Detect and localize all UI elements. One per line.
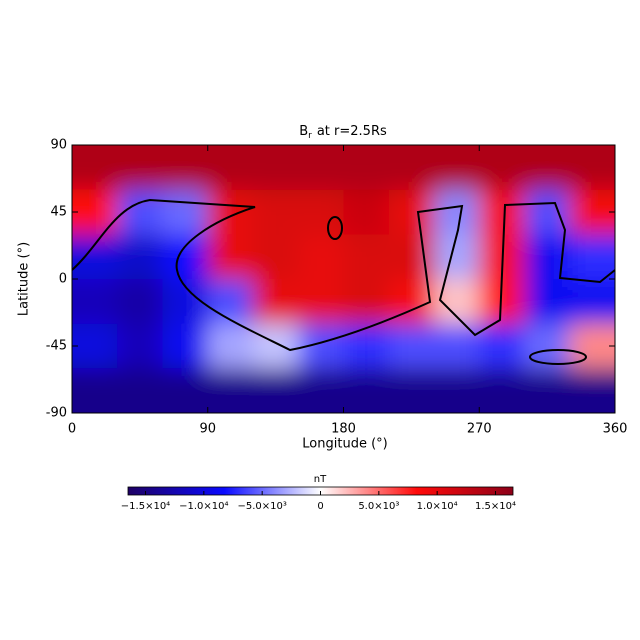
contours [72, 198, 615, 365]
heat-cell [253, 189, 299, 235]
heat-cell [479, 145, 525, 191]
x-tick-label: 90 [199, 422, 216, 437]
y-axis-label: Latitude (°) [17, 242, 32, 316]
heat-cell [207, 279, 254, 325]
heat-cell [72, 145, 118, 191]
colorbar-tick-label: −1.5×10⁴ [121, 501, 170, 512]
heat-cell [207, 323, 254, 369]
heat-cell [434, 368, 480, 413]
colorbar-tick-label: −5.0×10³ [237, 501, 286, 512]
heat-cell [162, 368, 209, 413]
heat-cell [298, 189, 344, 235]
heat-cell [162, 145, 209, 191]
heat-cell [388, 323, 435, 369]
heat-cell [162, 189, 209, 235]
field [72, 145, 615, 413]
heat-cell [207, 368, 254, 413]
heat-cell [524, 323, 571, 369]
heat-cell [253, 234, 299, 280]
contour [72, 198, 615, 352]
y-tick-label: 0 [59, 272, 67, 287]
colorbar-tick-label: 0 [317, 501, 323, 512]
heat-cell [434, 234, 480, 280]
heat-cell [343, 145, 390, 191]
cells [72, 145, 615, 413]
heat-cell [524, 145, 571, 191]
heat-cell [569, 145, 615, 191]
colorbar-tick-label: 1.5×10⁴ [475, 501, 516, 512]
heat-cell [388, 189, 435, 235]
y-tick-label: 90 [50, 138, 67, 153]
heat-cell [253, 323, 299, 369]
heat-cell [207, 234, 254, 280]
heat-cell [434, 145, 480, 191]
contour [327, 216, 343, 240]
heat-cell [117, 323, 163, 369]
heat-cell [117, 279, 163, 325]
heat-cell [343, 234, 390, 280]
heat-cell [524, 368, 571, 413]
heat-cell [162, 234, 209, 280]
heat-cell [479, 368, 525, 413]
heat-cell [298, 145, 344, 191]
heat-cell [72, 234, 118, 280]
heat-cell [434, 323, 480, 369]
heat-cell [569, 189, 615, 235]
heat-cell [343, 368, 390, 413]
contour [529, 349, 587, 365]
colorbar-tick-label: 5.0×10³ [358, 501, 399, 512]
y-tick-label: 45 [50, 205, 67, 220]
heat-cell [298, 279, 344, 325]
heat-cell [253, 145, 299, 191]
heat-cell [343, 323, 390, 369]
title-subscript: r [308, 131, 312, 141]
heat-cell [207, 189, 254, 235]
heat-cell [253, 279, 299, 325]
heat-cell [479, 189, 525, 235]
heat-cell [434, 189, 480, 235]
heat-cell [72, 368, 118, 413]
heat-cell [569, 368, 615, 413]
heat-cell [72, 279, 118, 325]
heat-cell [117, 368, 163, 413]
x-tick-label: 270 [467, 422, 492, 437]
x-tick-label: 0 [68, 422, 76, 437]
heat-cell [298, 368, 344, 413]
heat-cell [298, 234, 344, 280]
heat-cell [117, 145, 163, 191]
heat-cell [253, 368, 299, 413]
chart-title: Br at r=2.5Rs [299, 124, 387, 141]
heat-cell [343, 189, 390, 235]
heat-cell [388, 234, 435, 280]
heat-cell [117, 234, 163, 280]
heat-cell [524, 189, 571, 235]
heat-cell [569, 279, 615, 325]
colorbar-label: nT [314, 474, 327, 485]
title-rest: at r=2.5Rs [317, 124, 387, 139]
heat-cell [479, 323, 525, 369]
heat-cell [162, 323, 209, 369]
heat-cell [207, 145, 254, 191]
heat-cell [343, 279, 390, 325]
heat-cell [72, 323, 118, 369]
heat-cell [388, 145, 435, 191]
heat-cell [72, 189, 118, 235]
x-tick-label: 360 [603, 422, 628, 437]
y-tick-label: -45 [46, 339, 67, 354]
x-tick-label: 180 [331, 422, 356, 437]
colorbar-tick-label: 1.0×10⁴ [417, 501, 458, 512]
colorbar-tick-label: −1.0×10⁴ [179, 501, 228, 512]
heat-cell [569, 234, 615, 280]
heat-cell [524, 279, 571, 325]
title-symbol: B [299, 124, 308, 139]
heat-cell [388, 368, 435, 413]
y-tick-label: -90 [46, 406, 67, 421]
x-axis-label: Longitude (°) [302, 437, 387, 452]
